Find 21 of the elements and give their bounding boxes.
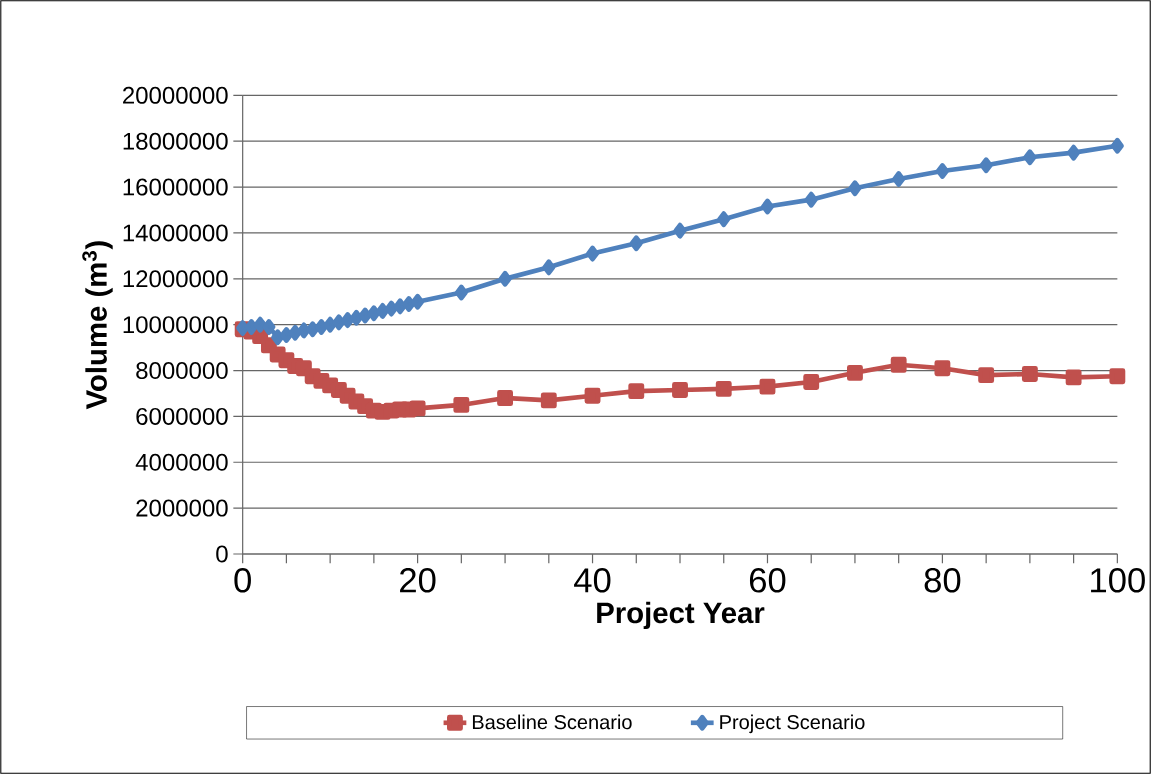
y-tick-label: 16000000 xyxy=(123,178,228,196)
y-tick-label: 0 xyxy=(216,545,228,563)
y-tick-label: 14000000 xyxy=(123,224,228,242)
y-tick-label: 20000000 xyxy=(123,86,228,104)
y-tick-label: 12000000 xyxy=(123,270,228,288)
y-tick-label: 4000000 xyxy=(135,453,228,471)
legend-label: Project Scenario xyxy=(720,714,865,734)
x-tick-label: 40 xyxy=(574,568,611,593)
y-axis-title: Volume (m$^{3}$) xyxy=(82,241,113,410)
x-axis-title: Project Year xyxy=(597,601,765,630)
y-tick-label: 2000000 xyxy=(136,499,228,517)
legend-label: Baseline Scenario xyxy=(472,714,632,730)
x-tick-label: 0 xyxy=(234,568,251,593)
y-tick-label: 6000000 xyxy=(136,407,228,425)
y-tick-label: 18000000 xyxy=(123,132,228,150)
y-tick-label: 8000000 xyxy=(136,362,228,380)
x-tick-label: 20 xyxy=(400,568,436,593)
y-tick-label: 10000000 xyxy=(123,316,228,334)
x-tick-label: 100 xyxy=(1091,568,1145,593)
x-tick-label: 80 xyxy=(924,568,961,593)
x-tick-label: 60 xyxy=(749,568,786,593)
